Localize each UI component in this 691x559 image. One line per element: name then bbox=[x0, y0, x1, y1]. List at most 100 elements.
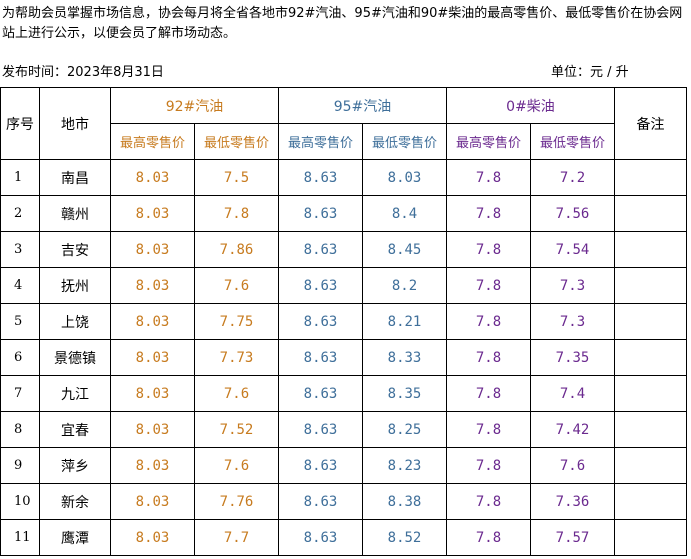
cell-d0-max: 7.8 bbox=[446, 411, 531, 448]
cell-g95-min: 8.38 bbox=[362, 483, 447, 520]
cell-g95-min: 8.33 bbox=[362, 339, 447, 376]
cell-note bbox=[614, 159, 687, 196]
cell-g92-min: 7.8 bbox=[194, 195, 279, 232]
cell-note bbox=[614, 231, 687, 268]
cell-g92-max: 8.03 bbox=[110, 519, 195, 556]
cell-g95-max: 8.63 bbox=[278, 303, 363, 340]
cell-g92-max: 8.03 bbox=[110, 195, 195, 232]
cell-seq: 7 bbox=[0, 375, 40, 412]
cell-city: 南昌 bbox=[39, 159, 111, 196]
cell-city: 萍乡 bbox=[39, 447, 111, 484]
cell-g95-min: 8.21 bbox=[362, 303, 447, 340]
cell-note bbox=[614, 447, 687, 484]
cell-g95-min: 8.23 bbox=[362, 447, 447, 484]
meta-bar: 发布时间：2023年8月31日 单位：元 / 升 bbox=[0, 62, 691, 84]
cell-g92-min: 7.6 bbox=[194, 447, 279, 484]
table-row: 2 赣州 8.03 7.8 8.63 8.4 7.8 7.56 bbox=[0, 195, 687, 232]
header-gasoline-92: 92#汽油 bbox=[110, 87, 279, 124]
header-city: 地市 bbox=[39, 87, 111, 160]
cell-city: 抚州 bbox=[39, 267, 111, 304]
price-table: 序号 地市 92#汽油 95#汽油 0#柴油 备注 最高零售价 最低零售价 最高… bbox=[0, 87, 687, 556]
cell-d0-min: 7.3 bbox=[530, 267, 615, 304]
cell-g92-min: 7.5 bbox=[194, 159, 279, 196]
table-row: 10 新余 8.03 7.76 8.63 8.38 7.8 7.36 bbox=[0, 483, 687, 520]
header-diesel-0: 0#柴油 bbox=[446, 87, 615, 124]
cell-d0-min: 7.3 bbox=[530, 303, 615, 340]
cell-seq: 6 bbox=[0, 339, 40, 376]
cell-g92-max: 8.03 bbox=[110, 375, 195, 412]
cell-note bbox=[614, 411, 687, 448]
cell-d0-min: 7.54 bbox=[530, 231, 615, 268]
cell-note bbox=[614, 303, 687, 340]
cell-d0-max: 7.8 bbox=[446, 231, 531, 268]
cell-d0-max: 7.8 bbox=[446, 519, 531, 556]
cell-city: 吉安 bbox=[39, 231, 111, 268]
cell-d0-max: 7.8 bbox=[446, 375, 531, 412]
cell-note bbox=[614, 375, 687, 412]
header-g92-max: 最高零售价 bbox=[110, 123, 195, 160]
cell-g95-max: 8.63 bbox=[278, 159, 363, 196]
table-row: 1 南昌 8.03 7.5 8.63 8.03 7.8 7.2 bbox=[0, 159, 687, 196]
header-g92-min: 最低零售价 bbox=[194, 123, 279, 160]
cell-g92-min: 7.76 bbox=[194, 483, 279, 520]
cell-g95-max: 8.63 bbox=[278, 483, 363, 520]
cell-d0-min: 7.6 bbox=[530, 447, 615, 484]
cell-g92-min: 7.52 bbox=[194, 411, 279, 448]
cell-seq: 1 bbox=[0, 159, 40, 196]
cell-city: 新余 bbox=[39, 483, 111, 520]
cell-d0-max: 7.8 bbox=[446, 159, 531, 196]
cell-d0-min: 7.2 bbox=[530, 159, 615, 196]
cell-d0-min: 7.42 bbox=[530, 411, 615, 448]
cell-g95-max: 8.63 bbox=[278, 195, 363, 232]
cell-city: 赣州 bbox=[39, 195, 111, 232]
cell-seq: 8 bbox=[0, 411, 40, 448]
cell-note bbox=[614, 267, 687, 304]
cell-d0-max: 7.8 bbox=[446, 303, 531, 340]
cell-g92-max: 8.03 bbox=[110, 267, 195, 304]
cell-g95-min: 8.52 bbox=[362, 519, 447, 556]
cell-note bbox=[614, 483, 687, 520]
cell-g95-min: 8.45 bbox=[362, 231, 447, 268]
header-row-prices: 最高零售价 最低零售价 最高零售价 最低零售价 最高零售价 最低零售价 bbox=[1, 123, 687, 160]
cell-g92-max: 8.03 bbox=[110, 231, 195, 268]
cell-g92-max: 8.03 bbox=[110, 483, 195, 520]
unit-label: 单位：元 / 升 bbox=[551, 65, 629, 80]
cell-g95-min: 8.25 bbox=[362, 411, 447, 448]
cell-seq: 10 bbox=[0, 483, 40, 520]
cell-city: 上饶 bbox=[39, 303, 111, 340]
intro-text: 为帮助会员掌握市场信息，协会每月将全省各地市92#汽油、95#汽油和90#柴油的… bbox=[2, 6, 683, 41]
cell-d0-max: 7.8 bbox=[446, 339, 531, 376]
cell-seq: 4 bbox=[0, 267, 40, 304]
header-note: 备注 bbox=[614, 87, 687, 160]
header-gasoline-95: 95#汽油 bbox=[278, 87, 447, 124]
cell-g95-max: 8.63 bbox=[278, 519, 363, 556]
cell-g95-min: 8.35 bbox=[362, 375, 447, 412]
cell-g95-max: 8.63 bbox=[278, 447, 363, 484]
cell-g95-max: 8.63 bbox=[278, 411, 363, 448]
cell-g95-max: 8.63 bbox=[278, 267, 363, 304]
cell-note bbox=[614, 519, 687, 556]
cell-g92-min: 7.6 bbox=[194, 375, 279, 412]
cell-g92-max: 8.03 bbox=[110, 447, 195, 484]
table-row: 5 上饶 8.03 7.75 8.63 8.21 7.8 7.3 bbox=[0, 303, 687, 340]
cell-g95-max: 8.63 bbox=[278, 375, 363, 412]
cell-g95-min: 8.4 bbox=[362, 195, 447, 232]
cell-note bbox=[614, 339, 687, 376]
cell-city: 宜春 bbox=[39, 411, 111, 448]
cell-g92-min: 7.73 bbox=[194, 339, 279, 376]
cell-g92-min: 7.86 bbox=[194, 231, 279, 268]
cell-d0-min: 7.57 bbox=[530, 519, 615, 556]
cell-seq: 2 bbox=[0, 195, 40, 232]
cell-g95-min: 8.03 bbox=[362, 159, 447, 196]
cell-city: 鹰潭 bbox=[39, 519, 111, 556]
header-g95-min: 最低零售价 bbox=[362, 123, 447, 160]
cell-g95-max: 8.63 bbox=[278, 231, 363, 268]
cell-seq: 5 bbox=[0, 303, 40, 340]
cell-g95-min: 8.2 bbox=[362, 267, 447, 304]
table-row: 4 抚州 8.03 7.6 8.63 8.2 7.8 7.3 bbox=[0, 267, 687, 304]
cell-d0-max: 7.8 bbox=[446, 483, 531, 520]
release-date: 发布时间：2023年8月31日 bbox=[2, 65, 164, 80]
header-row-groups: 序号 地市 92#汽油 95#汽油 0#柴油 备注 bbox=[0, 87, 687, 160]
header-d0-min: 最低零售价 bbox=[530, 123, 615, 160]
cell-g95-max: 8.63 bbox=[278, 339, 363, 376]
